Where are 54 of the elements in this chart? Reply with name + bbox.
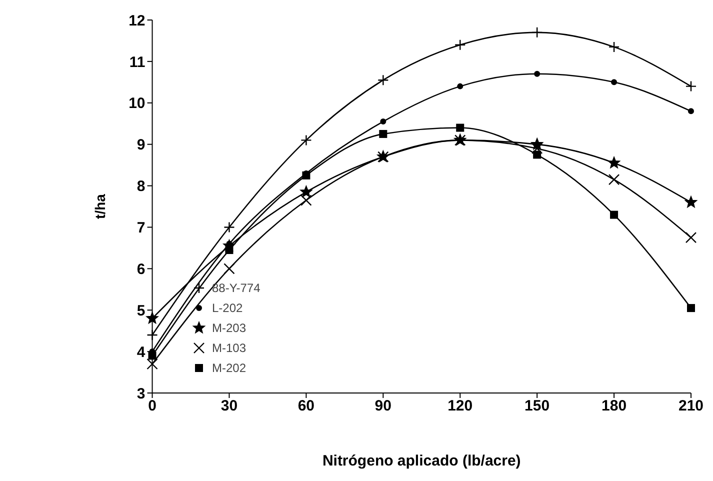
x-tick-label: 180 (602, 398, 627, 415)
point (608, 41, 620, 53)
point (687, 304, 695, 312)
y-tick-label: 6 (136, 260, 146, 278)
point (146, 358, 158, 370)
y-tick-label: 8 (136, 178, 146, 196)
y-tick-label: 3 (136, 385, 146, 402)
point (534, 70, 540, 77)
legend-label: 88-Y-774 (212, 281, 260, 295)
point (300, 194, 312, 206)
point (531, 142, 543, 154)
point (379, 130, 388, 138)
point (224, 222, 235, 233)
y-tick-label: 7 (136, 220, 146, 237)
point (225, 246, 234, 254)
y-tick-label: 10 (128, 95, 146, 112)
x-tick-label: 150 (524, 398, 550, 415)
legend-label: L-202 (212, 301, 243, 315)
point (146, 312, 158, 324)
point (684, 196, 698, 208)
x-tick-label: 0 (148, 398, 156, 415)
point (457, 83, 464, 90)
point (533, 150, 542, 159)
point (608, 156, 620, 168)
legend-label: M-103 (212, 341, 246, 355)
point (300, 186, 312, 198)
point (608, 174, 620, 186)
y-tick-label: 5 (136, 302, 146, 320)
point (611, 79, 618, 86)
point (378, 74, 389, 86)
y-tick-label: 11 (129, 54, 146, 71)
point (454, 39, 466, 50)
legend-label: M-202 (212, 361, 246, 375)
y-tick-label: 12 (128, 12, 146, 30)
point (685, 80, 697, 92)
x-tick-label: 60 (298, 398, 315, 415)
point (610, 210, 618, 219)
x-axis-title: Nitrógeno aplicado (lb/acre) (322, 452, 521, 470)
x-tick-label: 210 (678, 398, 704, 415)
point (224, 263, 235, 274)
x-tick-label: 30 (220, 398, 238, 415)
x-tick-label: 120 (448, 398, 473, 415)
point (302, 171, 310, 180)
legend-label: M-203 (212, 321, 246, 335)
y-tick-label: 4 (136, 344, 146, 361)
point (688, 108, 694, 114)
y-axis-title: t/ha (92, 194, 108, 219)
point (380, 118, 386, 125)
point (300, 134, 312, 146)
point (456, 124, 464, 132)
y-tick-label: 9 (136, 136, 146, 154)
x-tick-label: 90 (374, 398, 392, 415)
point (685, 232, 697, 244)
point (146, 329, 158, 341)
